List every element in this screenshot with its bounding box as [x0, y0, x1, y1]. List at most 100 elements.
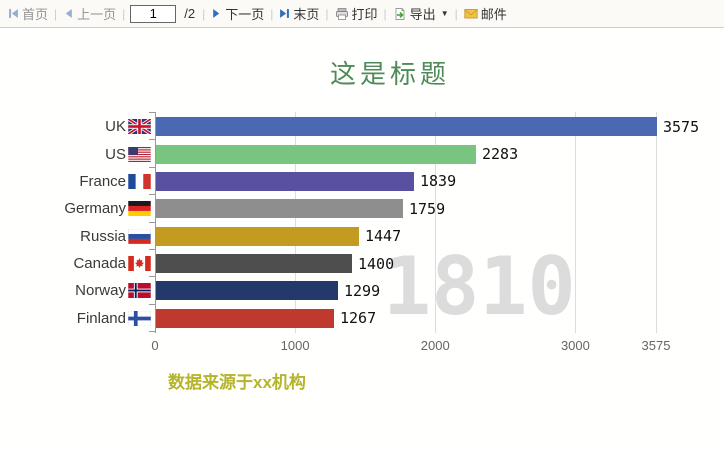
prev-page-icon: [63, 8, 74, 19]
y-tick-mark: [149, 166, 155, 168]
next-page-label: 下一页: [225, 7, 265, 22]
toolbar-separator: |: [325, 6, 329, 21]
export-button[interactable]: 导出 ▼: [390, 4, 452, 23]
toolbar-separator: |: [270, 6, 274, 21]
bar-value-label: 1447: [365, 227, 402, 246]
us-flag-icon: [128, 146, 151, 162]
bar-value-label: 2283: [482, 145, 519, 164]
bar[interactable]: [156, 117, 657, 137]
mail-label: 邮件: [480, 7, 507, 22]
x-tick-label: 0: [151, 338, 159, 353]
bar-value-label: 1299: [344, 281, 381, 300]
watermark-frame-label: 1810: [383, 240, 576, 333]
category-name: Canada: [73, 255, 126, 273]
page-number-input[interactable]: [130, 4, 177, 23]
bar-row: 1447: [156, 223, 716, 250]
mail-button[interactable]: 邮件: [461, 4, 510, 23]
finland-flag-icon: [128, 310, 151, 326]
category-label: US: [0, 140, 151, 167]
last-page-icon: [279, 8, 290, 19]
x-tick-label: 1000: [280, 338, 310, 353]
bar[interactable]: [156, 199, 403, 219]
bar[interactable]: [156, 281, 338, 301]
category-label: Canada: [0, 250, 151, 277]
mail-icon: [464, 7, 478, 20]
printer-icon: [335, 7, 349, 21]
bar-value-label: 1759: [409, 199, 446, 218]
print-label: 打印: [351, 7, 378, 22]
y-axis-line: [155, 112, 156, 333]
chevron-down-icon: ▼: [440, 9, 449, 18]
bar-row: 1759: [156, 195, 716, 222]
category-label: UK: [0, 113, 151, 140]
source-note: 数据来源于xx机构: [168, 373, 306, 392]
category-label: Russia: [0, 223, 151, 250]
category-label: Finland: [0, 305, 151, 332]
toolbar-separator: |: [383, 6, 387, 21]
bar-row: 1839: [156, 168, 716, 195]
y-tick-mark: [149, 221, 155, 223]
toolbar-separator: |: [122, 6, 126, 21]
bar-row: 2283: [156, 140, 716, 167]
canada-flag-icon: [128, 256, 151, 272]
category-name: Norway: [75, 282, 126, 300]
category-name: Russia: [80, 227, 126, 245]
bar[interactable]: [156, 171, 414, 191]
bar-row: 1400: [156, 250, 716, 277]
last-page-button[interactable]: 末页: [276, 4, 322, 23]
chart-title: 这是标题: [329, 59, 450, 89]
bar[interactable]: [156, 308, 334, 328]
y-tick-mark: [149, 194, 155, 196]
category-name: UK: [105, 118, 126, 136]
gridline: [435, 112, 437, 333]
first-page-button[interactable]: 首页: [5, 4, 51, 23]
uk-flag-icon: [128, 119, 151, 135]
bar-value-label: 1400: [358, 254, 395, 273]
y-tick-mark: [149, 276, 155, 278]
category-name: Finland: [76, 309, 126, 327]
export-label: 导出: [409, 7, 436, 22]
first-page-label: 首页: [22, 7, 49, 22]
next-page-icon: [211, 8, 222, 19]
germany-flag-icon: [128, 201, 151, 217]
next-page-button[interactable]: 下一页: [208, 4, 267, 23]
prev-page-button[interactable]: 上一页: [60, 4, 119, 23]
category-label: Germany: [0, 195, 151, 222]
print-button[interactable]: 打印: [332, 4, 381, 23]
gridline: [656, 112, 657, 333]
export-icon: [393, 7, 407, 21]
toolbar-separator: |: [202, 6, 206, 21]
category-label: France: [0, 168, 151, 195]
category-name: US: [105, 145, 126, 163]
bar[interactable]: [156, 144, 476, 164]
category-name: France: [79, 172, 126, 190]
france-flag-icon: [128, 173, 151, 189]
page-total-label: /2: [184, 6, 196, 21]
gridline: [575, 112, 577, 333]
bar[interactable]: [156, 226, 359, 246]
bar-value-label: 1267: [340, 309, 377, 328]
bar-value-label: 1839: [420, 172, 457, 191]
last-page-label: 末页: [293, 7, 320, 22]
toolbar-separator: |: [54, 6, 58, 21]
norway-flag-icon: [128, 283, 151, 299]
bar-value-label: 3575: [663, 117, 700, 136]
x-tick-label: 3575: [641, 338, 671, 353]
y-tick-mark: [149, 303, 155, 305]
first-page-icon: [8, 8, 19, 19]
toolbar-separator: |: [454, 6, 458, 21]
x-tick-label: 2000: [420, 338, 450, 353]
pager-toolbar: 首页 | 上一页 | /2 | 下一页 | 末页 | 打印 | 导出 ▼: [0, 0, 724, 28]
y-tick-mark: [149, 112, 155, 113]
bar-row: 1267: [156, 305, 716, 332]
y-tick-mark: [149, 248, 155, 250]
russia-flag-icon: [128, 228, 151, 244]
category-name: Germany: [64, 200, 126, 218]
bar-row: 1299: [156, 277, 716, 304]
prev-page-label: 上一页: [77, 7, 117, 22]
gridline: [295, 112, 297, 333]
y-tick-mark: [149, 331, 155, 332]
bar[interactable]: [156, 254, 352, 274]
y-tick-mark: [149, 139, 155, 141]
